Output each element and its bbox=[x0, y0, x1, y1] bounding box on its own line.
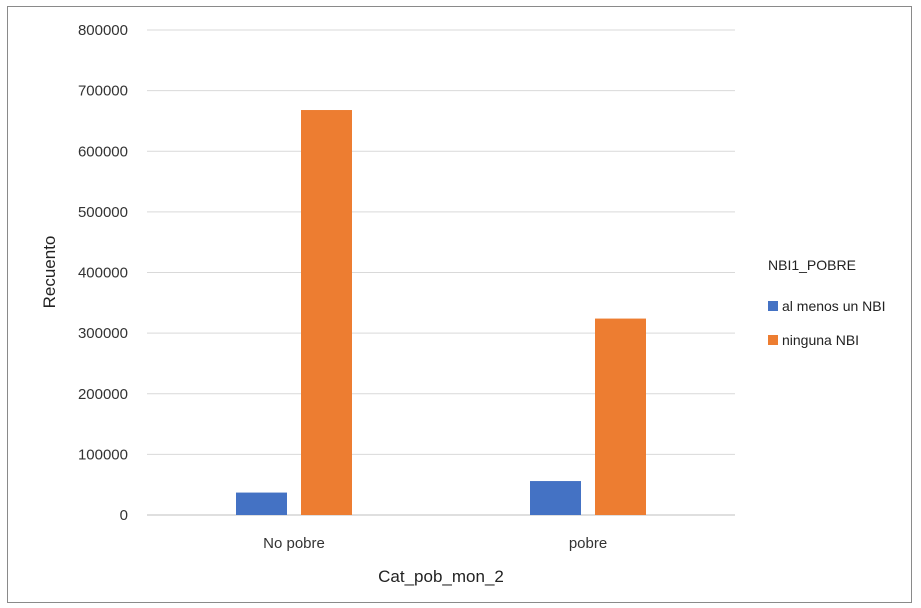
legend-swatch bbox=[768, 335, 778, 345]
chart-frame bbox=[7, 6, 912, 603]
bar-al-menos-un-nbi-pobre bbox=[530, 481, 581, 515]
gridlines bbox=[147, 29, 735, 516]
y-tick-label: 0 bbox=[120, 507, 128, 524]
legend-title: NBI1_POBRE bbox=[768, 257, 856, 273]
bar-al-menos-un-nbi-no-pobre bbox=[236, 492, 287, 515]
y-tick-label: 500000 bbox=[78, 204, 128, 221]
bar-ninguna-nbi-no-pobre bbox=[301, 110, 352, 516]
y-tick-label: 700000 bbox=[78, 83, 128, 100]
y-axis-title: Recuento bbox=[40, 236, 59, 309]
legend: NBI1_POBRE al menos un NBI ninguna NBI bbox=[768, 257, 886, 348]
y-tick-label: 200000 bbox=[78, 386, 128, 403]
y-tick-label: 400000 bbox=[78, 265, 128, 282]
bars bbox=[236, 110, 646, 516]
y-tick-label: 300000 bbox=[78, 325, 128, 342]
y-tick-label: 600000 bbox=[78, 143, 128, 160]
legend-swatch bbox=[768, 301, 778, 311]
x-tick-label: No pobre bbox=[263, 535, 325, 552]
bar-ninguna-nbi-pobre bbox=[595, 318, 646, 515]
legend-entry: ninguna NBI bbox=[782, 332, 859, 348]
y-tick-label: 100000 bbox=[78, 446, 128, 463]
x-axis-title: Cat_pob_mon_2 bbox=[378, 567, 504, 586]
y-tick-label: 800000 bbox=[78, 22, 128, 39]
x-tick-labels: No pobre pobre bbox=[263, 535, 607, 552]
legend-entry: al menos un NBI bbox=[782, 298, 886, 314]
x-tick-label: pobre bbox=[569, 535, 607, 552]
y-tick-labels: 0 100000 200000 300000 400000 500000 600000 700… bbox=[78, 22, 128, 524]
